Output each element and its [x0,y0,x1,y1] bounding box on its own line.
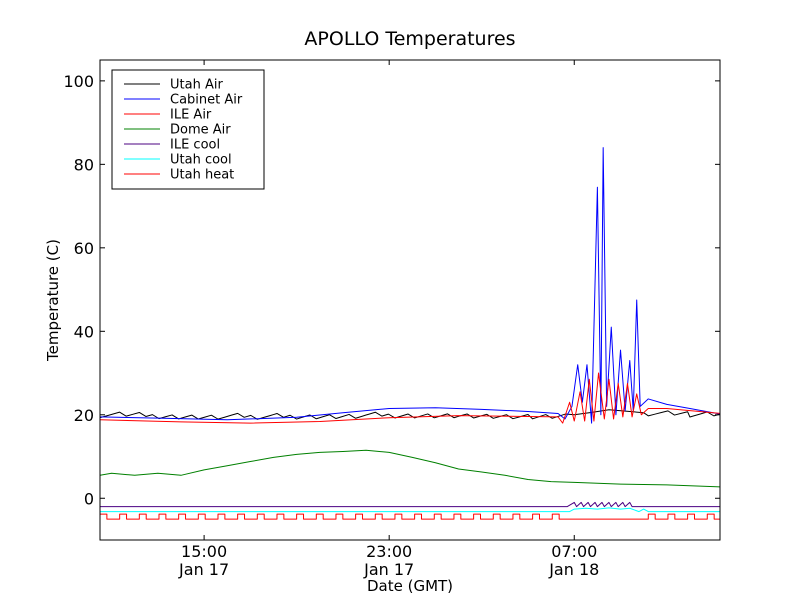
series-line-ile-cool [100,501,720,508]
legend-label: ILE Air [170,108,212,123]
x-tick-label-date: Jan 17 [363,560,414,579]
x-axis-label: Date (GMT) [367,577,453,595]
chart-title: APOLLO Temperatures [304,28,515,50]
legend-label: ILE cool [170,138,220,153]
series-line-dome-air [100,449,720,488]
y-tick-label: 20 [74,406,94,425]
legend-label: Utah heat [170,168,234,183]
series-line-utah-heat [100,513,720,520]
y-axis-label: Temperature (C) [44,239,62,362]
series-line-utah-cool [100,507,720,513]
legend-label: Utah Air [170,78,223,93]
y-tick-label: 100 [63,72,94,91]
x-tick-label: 15:00 [181,542,227,561]
legend-label: Cabinet Air [170,93,243,108]
legend-label: Dome Air [170,123,231,138]
series-line-cabinet-air [100,147,720,424]
x-tick-label: 07:00 [551,542,597,561]
y-tick-label: 40 [74,322,94,341]
x-tick-label-date: Jan 18 [548,560,599,579]
series-line-ile-air [100,372,720,424]
legend-label: Utah cool [170,153,232,168]
y-tick-label: 0 [84,489,94,508]
y-tick-label: 80 [74,155,94,174]
series-layer [100,147,720,520]
x-tick-label-date: Jan 17 [178,560,229,579]
x-tick-label: 23:00 [366,542,412,561]
series-line-utah-air [100,409,720,420]
y-tick-label: 60 [74,239,94,258]
plot-frame [99,59,721,541]
